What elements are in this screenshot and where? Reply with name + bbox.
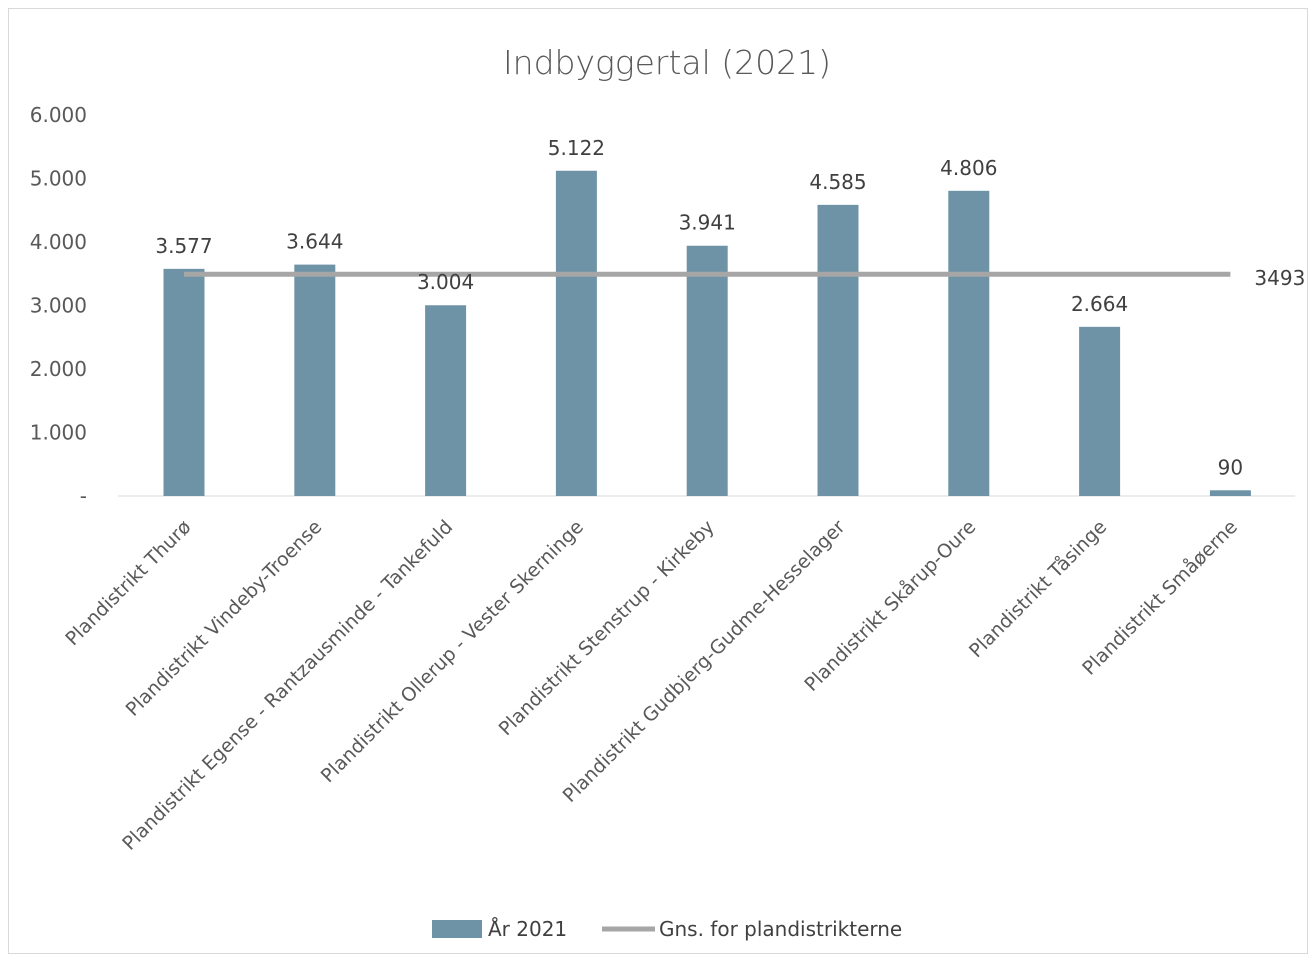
bar <box>686 245 728 496</box>
average-line-series: 3493 <box>184 266 1305 290</box>
y-tick-label: 4.000 <box>30 230 87 254</box>
data-labels: 3.577 3.644 3.004 5.122 3.941 4.585 4.806 2.664… <box>155 136 1243 480</box>
bar-data-label: 3.941 <box>679 211 736 235</box>
bar <box>555 170 597 497</box>
x-tick-label: Plandistrikt Thurø <box>61 516 195 650</box>
bar <box>948 190 990 496</box>
bar-data-label: 2.664 <box>1071 292 1128 316</box>
legend-label-line: Gns. for plandistrikterne <box>659 917 902 941</box>
x-tick-label: Plandistrikt Gudbjerg-Gudme-Hesselager <box>559 516 850 807</box>
y-tick-label: 6.000 <box>30 103 87 127</box>
bar-data-label: 3.644 <box>286 230 343 254</box>
y-tick-label: 3.000 <box>30 294 87 318</box>
legend: År 2021 Gns. for plandistrikterne <box>432 917 902 941</box>
bar-data-label: 4.585 <box>809 170 866 194</box>
bar <box>163 268 205 496</box>
average-line-label: 3493 <box>1254 266 1305 290</box>
x-tick-label: Plandistrikt Stenstrup - Kirkeby <box>495 516 719 740</box>
bar-series <box>163 170 1251 497</box>
y-tick-label: - <box>80 484 87 508</box>
x-tick-label: Plandistrikt Tåsinge <box>964 515 1111 662</box>
legend-swatch-bar <box>432 920 482 938</box>
bar <box>294 264 336 496</box>
y-tick-label: 1.000 <box>30 421 87 445</box>
bar-data-label: 5.122 <box>548 136 605 160</box>
bar <box>817 204 859 497</box>
bar <box>1079 326 1121 496</box>
chart-title: Indbyggertal (2021) <box>503 43 831 82</box>
bar-data-label: 90 <box>1218 455 1243 479</box>
bar <box>1209 490 1251 496</box>
bar-data-label: 3.577 <box>155 234 212 258</box>
y-axis: - 1.000 2.000 3.000 4.000 5.000 6.000 <box>30 103 87 508</box>
legend-label-bar: År 2021 <box>488 917 567 941</box>
bar <box>425 305 467 496</box>
bar-data-label: 4.806 <box>940 156 997 180</box>
bar-data-label: 3.004 <box>417 270 474 294</box>
x-tick-label: Plandistrikt Ollerup - Vester Skerninge <box>317 516 588 787</box>
y-tick-label: 5.000 <box>30 167 87 191</box>
y-tick-label: 2.000 <box>30 357 87 381</box>
